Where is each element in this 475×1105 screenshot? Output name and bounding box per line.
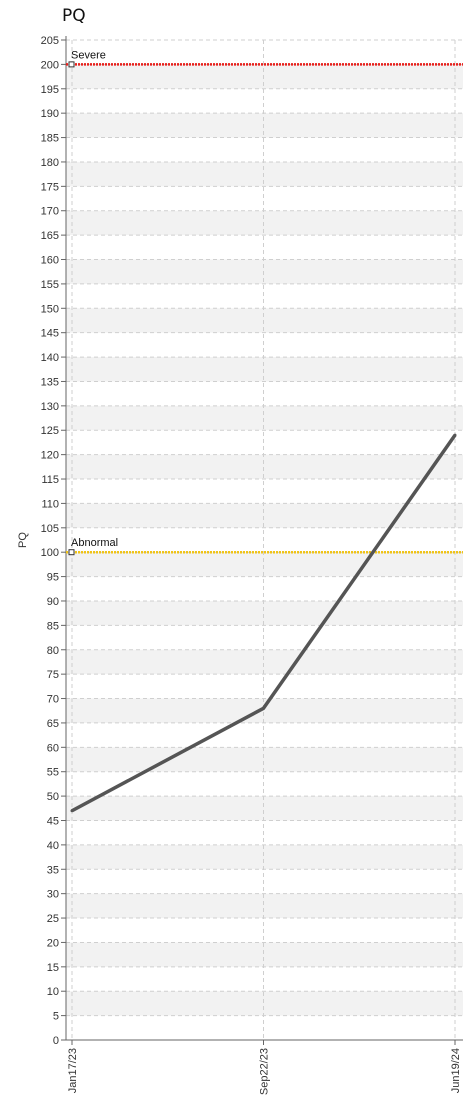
grid-band xyxy=(66,357,463,382)
grid-band xyxy=(66,796,463,821)
y-tick-label: 155 xyxy=(41,279,59,291)
y-tick-label: 135 xyxy=(41,376,59,388)
y-tick-label: 185 xyxy=(41,133,59,145)
y-tick-label: 200 xyxy=(41,59,59,71)
y-tick-label: 70 xyxy=(47,694,59,706)
y-tick-label: 100 xyxy=(41,547,59,559)
y-tick-label: 35 xyxy=(47,864,59,876)
y-tick-label: 110 xyxy=(41,498,59,510)
y-tick-label: 65 xyxy=(47,718,59,730)
y-tick-label: 205 xyxy=(41,35,59,47)
y-tick-label: 140 xyxy=(41,352,59,364)
grid-band xyxy=(66,698,463,723)
grid-band xyxy=(66,552,463,577)
y-tick-label: 85 xyxy=(47,620,59,632)
grid-band xyxy=(66,113,463,138)
y-tick-label: 55 xyxy=(47,767,59,779)
y-tick-label: 120 xyxy=(41,450,59,462)
reference-line-marker xyxy=(68,549,75,556)
grid-band xyxy=(66,210,463,236)
grid-band xyxy=(66,454,463,480)
x-tick-label: Sep22/23 xyxy=(259,1048,271,1095)
y-tick-label: 5 xyxy=(53,1011,59,1023)
grid-band xyxy=(66,747,463,772)
y-tick-label: 95 xyxy=(47,572,59,584)
y-tick-label: 170 xyxy=(41,206,59,218)
reference-line-marker xyxy=(68,61,75,68)
grid-band xyxy=(66,161,463,187)
x-tick-label: Jun19/24 xyxy=(450,1048,462,1093)
y-tick-label: 180 xyxy=(41,157,59,169)
grid-band xyxy=(66,600,463,626)
y-tick-label: 40 xyxy=(47,840,59,852)
y-tick-label: 80 xyxy=(47,645,59,657)
grid-band xyxy=(66,649,463,675)
grid-band xyxy=(66,64,463,89)
data-point xyxy=(262,706,265,710)
data-point xyxy=(70,809,74,813)
reference-line-label: Abnormal xyxy=(71,537,118,549)
y-tick-label: 20 xyxy=(47,937,59,949)
grid-band xyxy=(66,991,463,1016)
y-tick-label: 105 xyxy=(41,523,59,535)
reference-line-label: Severe xyxy=(71,49,106,61)
grid-band xyxy=(66,259,463,284)
y-tick-label: 115 xyxy=(41,474,59,486)
y-tick-label: 50 xyxy=(47,791,59,803)
grid-band xyxy=(66,405,463,431)
grid-band xyxy=(66,308,463,333)
y-tick-label: 125 xyxy=(41,425,59,437)
y-tick-label: 45 xyxy=(47,815,59,827)
y-tick-label: 0 xyxy=(53,1035,59,1047)
y-tick-label: 25 xyxy=(47,913,59,925)
y-tick-label: 195 xyxy=(41,84,59,96)
y-tick-label: 130 xyxy=(41,401,59,413)
y-tick-label: 15 xyxy=(47,962,59,974)
y-tick-label: 150 xyxy=(41,303,59,315)
y-tick-label: 75 xyxy=(47,669,59,681)
y-tick-label: 190 xyxy=(41,108,59,120)
grid-band xyxy=(66,844,463,870)
y-tick-label: 160 xyxy=(41,255,59,267)
y-tick-label: 60 xyxy=(47,742,59,754)
y-tick-label: 10 xyxy=(47,986,59,998)
y-tick-label: 165 xyxy=(41,230,59,242)
grid-band xyxy=(66,893,463,919)
y-tick-label: 90 xyxy=(47,596,59,608)
data-point xyxy=(453,433,457,437)
x-tick-label: Jan17/23 xyxy=(67,1048,79,1093)
y-axis-label: PQ xyxy=(17,532,29,548)
y-tick-label: 30 xyxy=(47,889,59,901)
y-tick-label: 145 xyxy=(41,328,59,340)
grid-band xyxy=(66,942,463,967)
chart-title: PQ xyxy=(62,6,86,26)
y-tick-label: 175 xyxy=(41,181,59,193)
